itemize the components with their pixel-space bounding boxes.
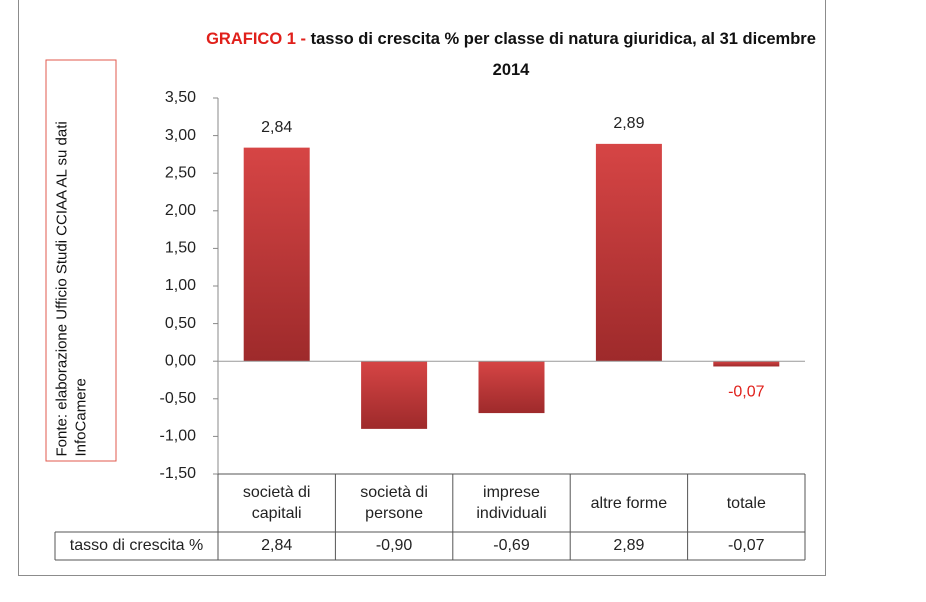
bar bbox=[243, 147, 310, 362]
category-label: altre forme bbox=[590, 494, 668, 512]
bar bbox=[595, 143, 662, 362]
y-tick-label: -1,50 bbox=[160, 465, 197, 482]
table-cell: -0,69 bbox=[493, 537, 530, 554]
bar bbox=[713, 361, 780, 367]
y-tick-label: 1,50 bbox=[165, 240, 196, 257]
chart-title: GRAFICO 1 - tasso di crescita % per clas… bbox=[196, 24, 826, 86]
bar bbox=[478, 361, 545, 414]
y-tick-label: -0,50 bbox=[160, 390, 197, 407]
y-tick-label: 3,50 bbox=[165, 89, 196, 106]
category-label: imprese individuali bbox=[476, 484, 547, 522]
table-cell: 2,84 bbox=[261, 537, 293, 554]
table-cell: -0,07 bbox=[728, 537, 765, 554]
category-label: società di persone bbox=[360, 484, 428, 522]
y-tick-label: 2,50 bbox=[165, 164, 196, 181]
value-label: 2,84 bbox=[261, 119, 292, 136]
table-row-label: tasso di crescita % bbox=[69, 537, 204, 554]
value-label: 2,89 bbox=[613, 115, 644, 132]
bar bbox=[361, 361, 428, 429]
title-prefix: GRAFICO 1 - bbox=[206, 30, 306, 48]
table-cell: 2,89 bbox=[613, 537, 645, 554]
chart-frame bbox=[18, 0, 826, 576]
table-cell: -0,90 bbox=[375, 537, 413, 554]
y-tick-label: 2,00 bbox=[165, 202, 196, 219]
y-tick-label: -1,00 bbox=[160, 428, 197, 445]
value-label: -0,07 bbox=[728, 384, 765, 401]
title-text: tasso di crescita % per classe di natura… bbox=[310, 30, 816, 79]
y-tick-label: 1,00 bbox=[165, 277, 196, 294]
y-tick-label: 0,00 bbox=[165, 352, 196, 369]
category-label: società di capitali bbox=[242, 484, 311, 522]
category-label: totale bbox=[726, 494, 766, 512]
y-tick-label: 0,50 bbox=[165, 315, 196, 332]
y-tick-label: 3,00 bbox=[165, 127, 196, 144]
